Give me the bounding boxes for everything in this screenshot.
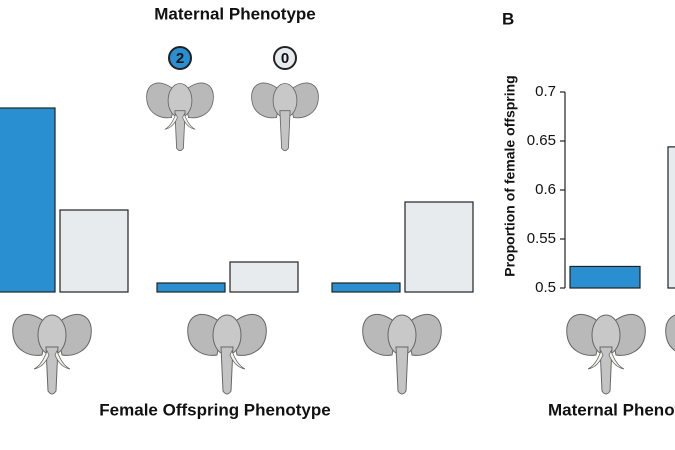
y-tick-label: 0.7	[535, 83, 556, 100]
category-icon	[12, 313, 92, 395]
category-icon	[665, 313, 675, 395]
x-axis-label: Female Offspring Phenotype	[99, 400, 330, 419]
y-axis-label: Proportion of female offspring	[502, 75, 518, 276]
y-tick-label: 0.5	[535, 279, 556, 296]
y-tick-label: 0.6	[535, 181, 556, 198]
chart-title: Maternal Phenotype	[154, 4, 316, 23]
bar	[667, 146, 675, 289]
bar	[569, 265, 641, 289]
bar	[156, 282, 226, 293]
legend-icon	[251, 82, 319, 152]
y-tick-label: 0.65	[527, 132, 556, 149]
legend-label: 2	[176, 50, 184, 67]
legend-swatch	[273, 46, 297, 70]
bar	[331, 282, 401, 293]
legend-swatch	[168, 46, 192, 70]
category-icon	[362, 313, 442, 395]
bar	[59, 209, 129, 293]
bar	[229, 261, 299, 293]
legend-icon	[146, 82, 214, 152]
panel-label: B	[502, 9, 514, 28]
legend-label: 0	[281, 50, 289, 67]
bar	[404, 201, 474, 293]
bar	[0, 107, 56, 293]
category-icon	[187, 313, 267, 395]
category-icon	[566, 313, 646, 395]
y-tick-label: 0.55	[527, 230, 556, 247]
x-axis-label: Maternal Phenotype	[548, 400, 675, 419]
